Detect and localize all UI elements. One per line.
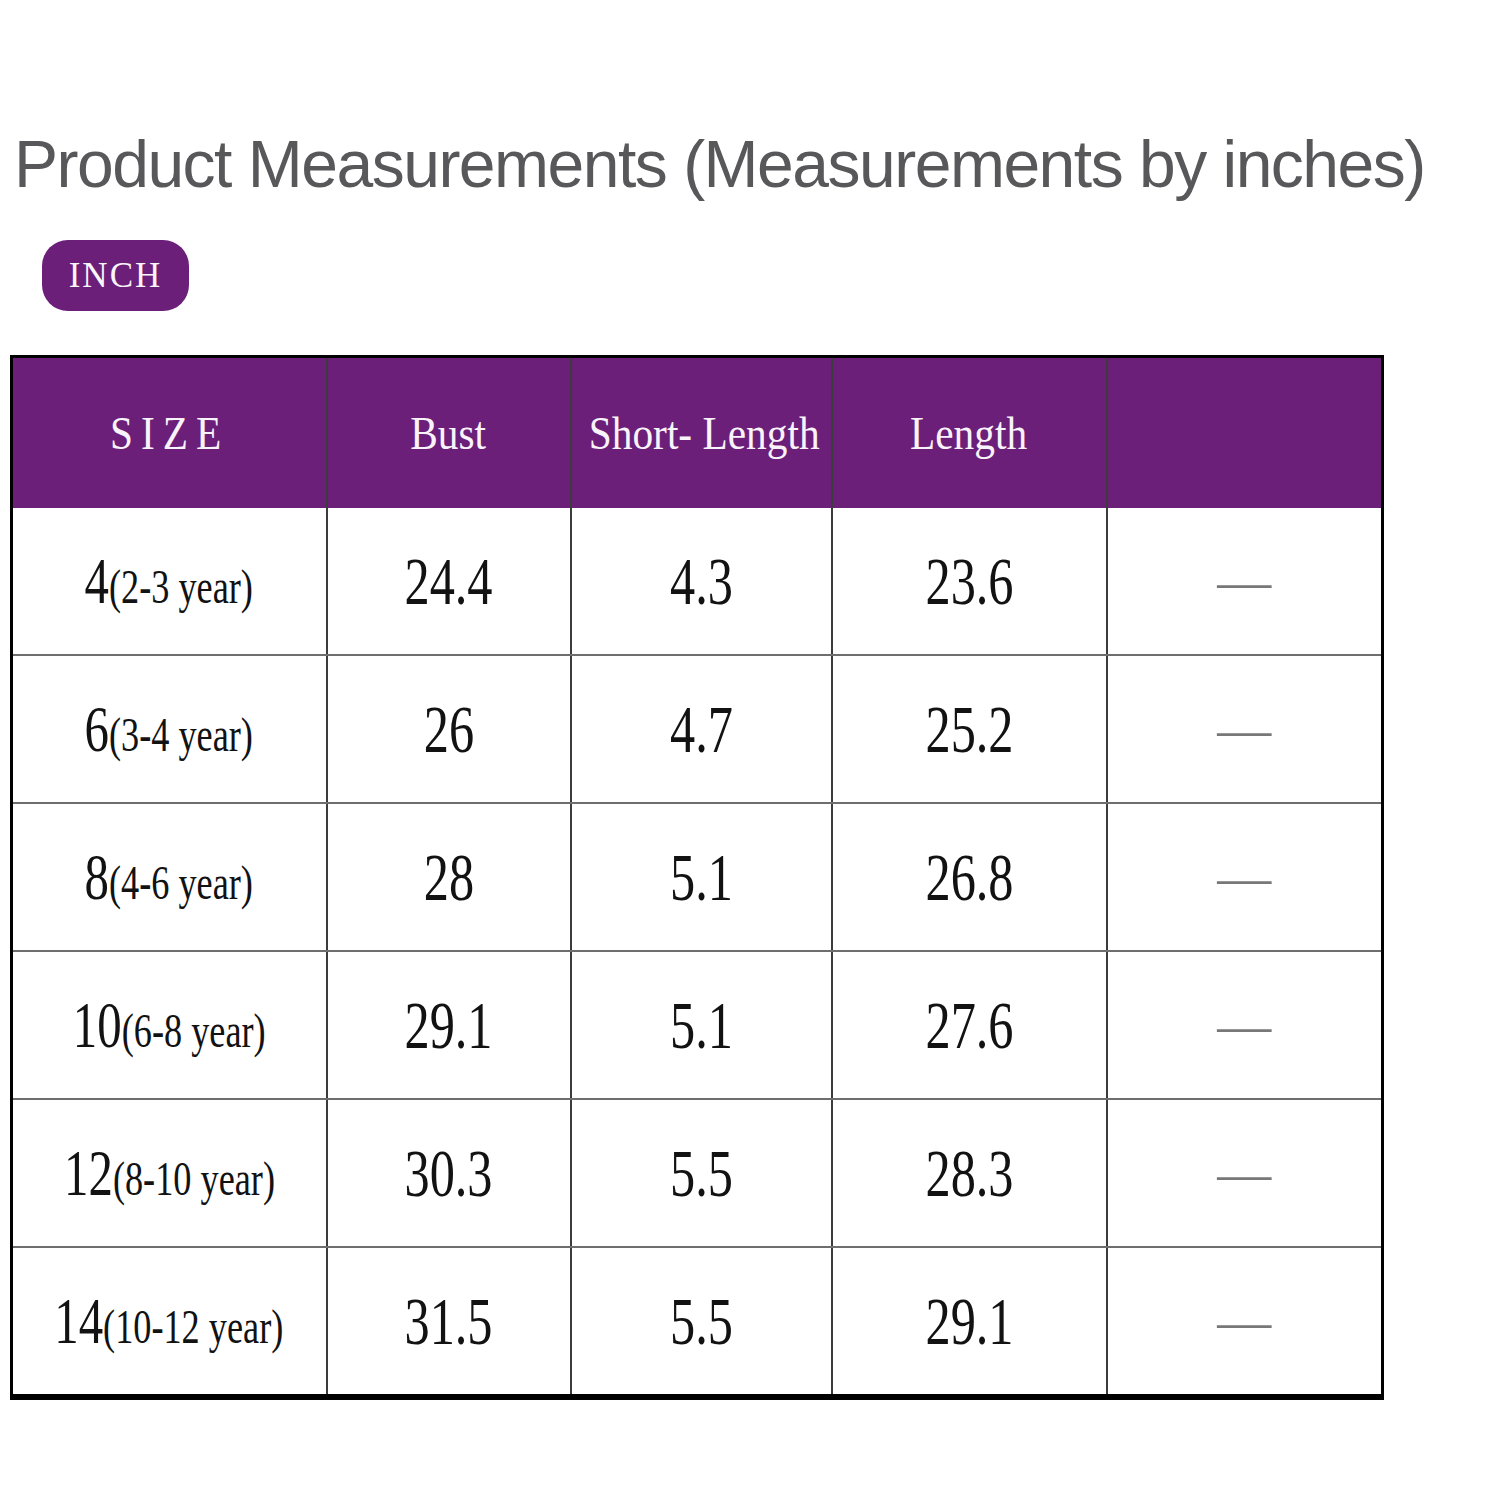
empty-cell: —	[1107, 508, 1383, 655]
bust-cell: 30.3	[327, 1099, 571, 1247]
length-cell: 23.6	[832, 508, 1107, 655]
column-header-size-label: SIZE	[110, 406, 229, 460]
short-length-value: 5.1	[670, 986, 733, 1065]
bust-value: 28	[423, 838, 473, 917]
table-row-size-6: 6(3-4 year) 26 4.7 25.2 —	[12, 655, 1383, 803]
bust-cell: 28	[327, 803, 571, 951]
dash-placeholder: —	[1217, 994, 1271, 1056]
length-cell: 25.2	[832, 655, 1107, 803]
short-length-cell: 5.1	[571, 803, 832, 951]
size-cell: 4(2-3 year)	[12, 508, 327, 655]
column-header-size: SIZE	[12, 357, 327, 509]
short-length-value: 5.5	[670, 1134, 733, 1213]
short-length-value: 5.1	[670, 838, 733, 917]
length-value: 26.8	[925, 838, 1013, 917]
column-header-short-length: Short- Length	[571, 357, 832, 509]
size-cell: 12(8-10 year)	[12, 1099, 327, 1247]
inch-unit-badge[interactable]: INCH	[42, 240, 189, 311]
short-length-cell: 4.7	[571, 655, 832, 803]
bust-cell: 26	[327, 655, 571, 803]
table-row-size-12: 12(8-10 year) 30.3 5.5 28.3 —	[12, 1099, 1383, 1247]
size-cell: 6(3-4 year)	[12, 655, 327, 803]
column-header-short-length-label: Short- Length	[588, 406, 819, 460]
short-length-value: 5.5	[670, 1282, 733, 1361]
bust-value: 31.5	[404, 1282, 492, 1361]
length-cell: 29.1	[832, 1247, 1107, 1397]
age-range: (3-4 year)	[109, 707, 253, 762]
bust-value: 30.3	[404, 1134, 492, 1213]
size-chart-page: Product Measurements (Measurements by in…	[0, 0, 1500, 1500]
size-value: 12	[64, 1136, 113, 1209]
length-value: 27.6	[925, 986, 1013, 1065]
size-value: 10	[73, 988, 122, 1061]
measurements-table: SIZE Bust Short- Length Length 4(2-3 yea…	[10, 355, 1384, 1400]
size-value: 4	[85, 544, 109, 617]
short-length-cell: 4.3	[571, 508, 832, 655]
age-range: (4-6 year)	[109, 855, 253, 910]
size-value: 6	[85, 692, 109, 765]
empty-cell: —	[1107, 655, 1383, 803]
dash-placeholder: —	[1217, 550, 1271, 612]
length-cell: 27.6	[832, 951, 1107, 1099]
column-header-length: Length	[832, 357, 1107, 509]
column-header-bust: Bust	[327, 357, 571, 509]
size-cell: 10(6-8 year)	[12, 951, 327, 1099]
size-cell: 14(10-12 year)	[12, 1247, 327, 1397]
table-row-size-10: 10(6-8 year) 29.1 5.1 27.6 —	[12, 951, 1383, 1099]
short-length-value: 4.7	[670, 690, 733, 769]
size-cell: 8(4-6 year)	[12, 803, 327, 951]
length-value: 23.6	[925, 542, 1013, 621]
short-length-value: 4.3	[670, 542, 733, 621]
dash-placeholder: —	[1217, 846, 1271, 908]
empty-cell: —	[1107, 803, 1383, 951]
length-cell: 26.8	[832, 803, 1107, 951]
bust-value: 29.1	[404, 986, 492, 1065]
age-range: (2-3 year)	[109, 559, 253, 614]
bust-value: 26	[423, 690, 473, 769]
bust-cell: 31.5	[327, 1247, 571, 1397]
column-header-bust-label: Bust	[411, 406, 487, 460]
bust-cell: 24.4	[327, 508, 571, 655]
age-range: (8-10 year)	[113, 1151, 275, 1206]
dash-placeholder: —	[1217, 1290, 1271, 1352]
bust-value: 24.4	[404, 542, 492, 621]
bust-cell: 29.1	[327, 951, 571, 1099]
age-range: (10-12 year)	[104, 1299, 284, 1354]
short-length-cell: 5.5	[571, 1099, 832, 1247]
table-row-size-14: 14(10-12 year) 31.5 5.5 29.1 —	[12, 1247, 1383, 1397]
length-value: 29.1	[925, 1282, 1013, 1361]
size-value: 14	[55, 1284, 104, 1357]
empty-cell: —	[1107, 951, 1383, 1099]
short-length-cell: 5.1	[571, 951, 832, 1099]
page-title: Product Measurements (Measurements by in…	[14, 126, 1425, 202]
empty-cell: —	[1107, 1099, 1383, 1247]
size-value: 8	[85, 840, 109, 913]
dash-placeholder: —	[1217, 1142, 1271, 1204]
length-cell: 28.3	[832, 1099, 1107, 1247]
column-header-empty	[1107, 357, 1383, 509]
length-value: 28.3	[925, 1134, 1013, 1213]
length-value: 25.2	[925, 690, 1013, 769]
dash-placeholder: —	[1217, 698, 1271, 760]
table-row-size-4: 4(2-3 year) 24.4 4.3 23.6 —	[12, 508, 1383, 655]
column-header-length-label: Length	[910, 406, 1027, 460]
table-row-size-8: 8(4-6 year) 28 5.1 26.8 —	[12, 803, 1383, 951]
short-length-cell: 5.5	[571, 1247, 832, 1397]
age-range: (6-8 year)	[122, 1003, 266, 1058]
empty-cell: —	[1107, 1247, 1383, 1397]
table-header-row: SIZE Bust Short- Length Length	[12, 357, 1383, 509]
